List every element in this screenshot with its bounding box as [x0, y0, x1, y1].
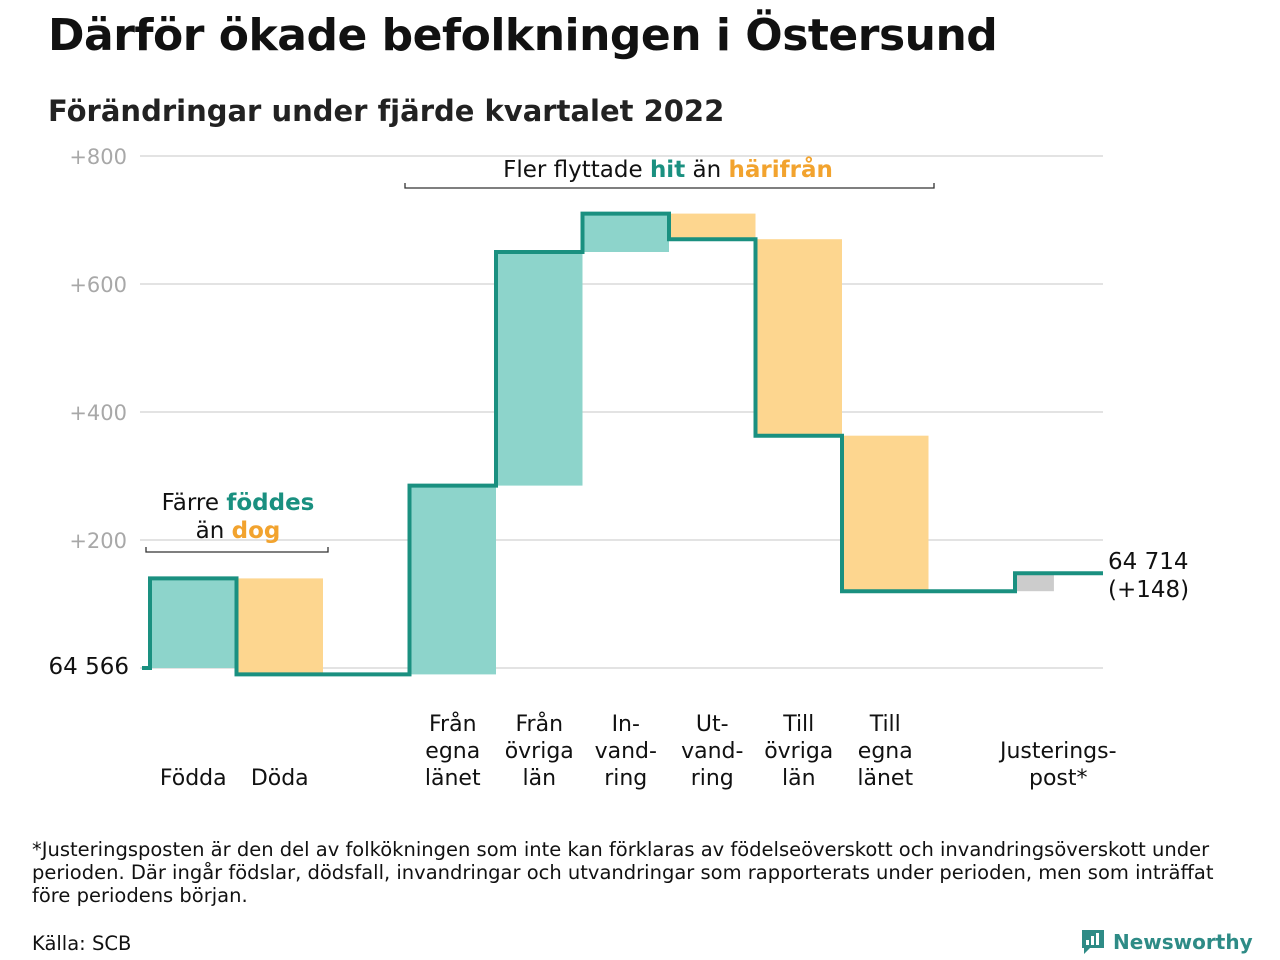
category-label: In-	[612, 712, 640, 737]
waterfall-bar	[236, 578, 323, 675]
step-line-layer	[142, 211, 1103, 677]
waterfall-bar	[409, 485, 496, 675]
annotation-migration-bracket	[404, 183, 935, 189]
annotation-births-line1: Färre föddes	[162, 490, 315, 516]
y-tick-label: +800	[69, 145, 127, 169]
category-label: Från	[429, 711, 477, 737]
category-label: Till	[782, 712, 814, 737]
source-text: Källa: SCB	[32, 932, 132, 955]
category-label: länet	[425, 766, 481, 791]
category-label: Till	[869, 712, 901, 737]
y-tick-label: +400	[69, 401, 127, 425]
category-label: Döda	[251, 766, 309, 791]
end-change-label: (+148)	[1108, 577, 1189, 603]
category-label: ring	[691, 766, 734, 791]
bar-layer	[150, 213, 1054, 675]
category-label: Justerings-	[998, 739, 1117, 764]
cumulative-step-line	[142, 211, 1103, 677]
category-label: Ut-	[696, 712, 729, 737]
y-tick-label: +600	[69, 273, 127, 297]
y-tick-label: +200	[69, 529, 127, 553]
category-label: Från	[515, 711, 563, 737]
category-label: Födda	[160, 766, 227, 791]
annotation-migration: Fler flyttade hit än härifrån	[503, 156, 833, 183]
waterfall-bar	[842, 435, 929, 592]
chart-subtitle: Förändringar under fjärde kvartalet 2022	[48, 94, 725, 128]
end-value-label: 64 714	[1108, 549, 1188, 575]
category-label: vand-	[595, 739, 657, 764]
waterfall-chart: +200+400+600+800 Födda DödaFrånegnalänetF…	[49, 145, 1190, 791]
category-label: post*	[1029, 766, 1088, 791]
label-layer: Födda DödaFrånegnalänetFrånövrigalänIn-va…	[49, 549, 1190, 791]
category-label: egna	[425, 739, 480, 764]
waterfall-bar	[1015, 573, 1054, 592]
waterfall-bar	[496, 252, 583, 486]
category-label: län	[782, 766, 816, 791]
brand: Newsworthy	[1080, 928, 1253, 956]
category-label: övriga	[764, 739, 833, 764]
waterfall-bar	[582, 213, 669, 252]
category-label: ring	[604, 766, 647, 791]
category-label: vand-	[681, 739, 743, 764]
waterfall-bar	[669, 213, 756, 240]
start-value-label: 64 566	[49, 654, 129, 680]
annotation-births-line2: än dog	[196, 518, 281, 544]
category-label: övriga	[505, 739, 574, 764]
category-label: länet	[857, 766, 913, 791]
footnote: *Justeringsposten är den del av folkökni…	[32, 838, 1214, 907]
category-label: län	[522, 766, 556, 791]
newsworthy-logo-icon	[1082, 930, 1104, 954]
waterfall-bar	[755, 239, 842, 436]
annotation-births-bracket	[145, 547, 329, 553]
waterfall-bar	[150, 578, 237, 668]
brand-name: Newsworthy	[1113, 930, 1253, 954]
category-label: egna	[858, 739, 913, 764]
chart-title: Därför ökade befolkningen i Östersund	[48, 10, 998, 61]
